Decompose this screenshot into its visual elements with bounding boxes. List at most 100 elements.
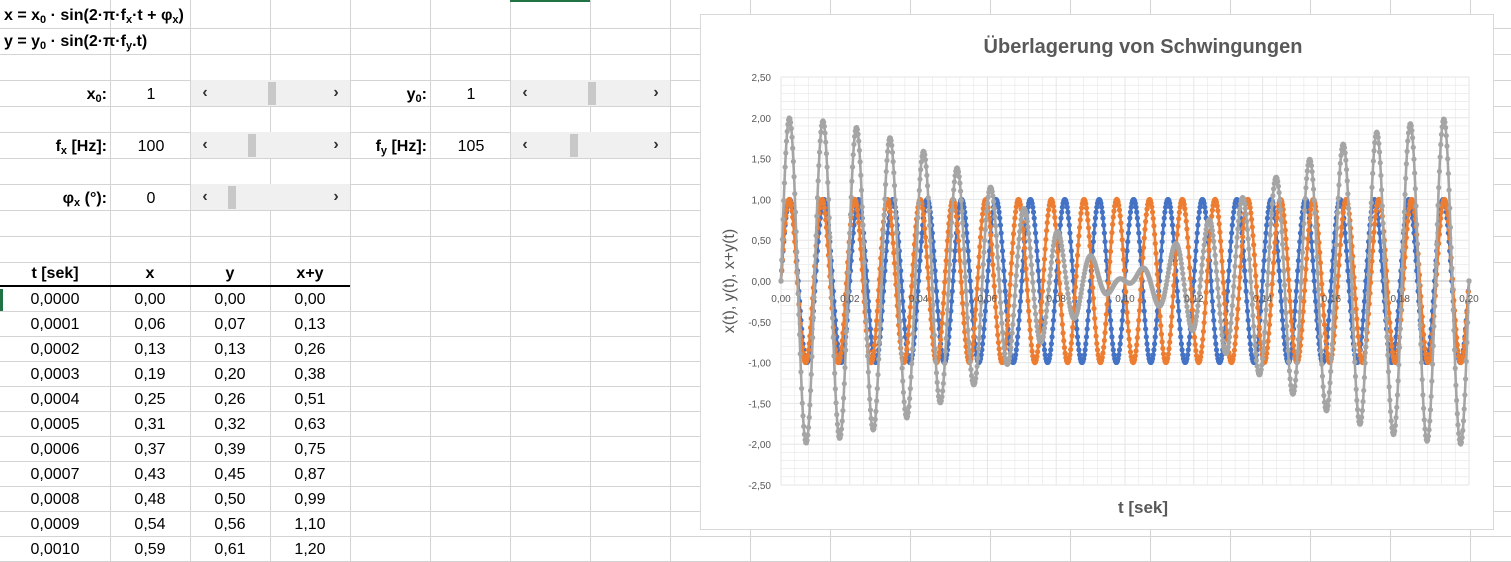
series-y-point	[938, 337, 944, 343]
slider-phix-thumb[interactable]	[227, 186, 236, 209]
series-y-point	[906, 323, 912, 330]
table-cell[interactable]: 0,0003	[30, 366, 80, 383]
slider-y0[interactable]: ‹ ›	[511, 80, 670, 106]
slider-y0-thumb[interactable]	[587, 82, 596, 105]
table-cell[interactable]: 0,19	[134, 366, 166, 383]
series-y-point	[1255, 305, 1261, 311]
value-y0[interactable]: 1	[466, 86, 476, 103]
series-y-point	[1187, 265, 1193, 271]
formula-x-pre: x = x	[4, 7, 41, 24]
series-x-point	[918, 239, 924, 245]
slider-fx-thumb[interactable]	[247, 134, 256, 157]
series-x-point	[1194, 230, 1200, 236]
slider-fx[interactable]: ‹ ›	[191, 132, 350, 158]
series-x-point	[1213, 341, 1219, 347]
table-cell[interactable]: 0,59	[134, 541, 166, 558]
table-cell[interactable]: 0,20	[214, 366, 246, 383]
table-cell[interactable]: 0,43	[134, 466, 166, 483]
table-cell[interactable]: 0,26	[294, 341, 326, 358]
table-cell[interactable]: 0,51	[294, 391, 326, 408]
table-cell[interactable]: 0,32	[214, 416, 246, 433]
series-y-point	[1061, 338, 1067, 344]
value-x0[interactable]: 1	[146, 86, 156, 103]
value-fy[interactable]: 105	[457, 138, 485, 155]
series-x-point	[1017, 308, 1023, 314]
series-sum-point	[948, 233, 954, 239]
series-x-point	[1329, 268, 1335, 274]
series-y-point	[908, 294, 914, 300]
table-cell[interactable]: 0,0000	[30, 291, 80, 308]
table-cell[interactable]: 0,48	[134, 491, 166, 508]
table-cell[interactable]: 0,0007	[30, 466, 80, 483]
table-cell[interactable]: 0,61	[214, 541, 246, 558]
table-cell[interactable]: 1,20	[294, 541, 326, 558]
series-y-point	[1176, 216, 1182, 222]
table-cell[interactable]: 1,10	[294, 516, 326, 533]
chevron-right-icon[interactable]: ›	[653, 84, 659, 101]
table-cell[interactable]: 0,0001	[30, 316, 80, 333]
slider-fy[interactable]: ‹ ›	[511, 132, 670, 158]
chart-area[interactable]: Überlagerung von Schwingungen 2,50 2,00 1,5…	[700, 14, 1494, 530]
table-cell[interactable]: 0,0009	[30, 516, 80, 533]
table-cell[interactable]: 0,99	[294, 491, 326, 508]
series-sum-point	[1246, 246, 1252, 252]
table-cell[interactable]: 0,56	[214, 516, 246, 533]
chevron-left-icon[interactable]: ‹	[522, 84, 528, 101]
chevron-right-icon[interactable]: ›	[333, 84, 339, 101]
table-cell[interactable]: 0,31	[134, 416, 166, 433]
chevron-left-icon[interactable]: ‹	[202, 188, 208, 205]
series-sum-point	[874, 398, 880, 404]
table-cell[interactable]: 0,87	[294, 466, 326, 483]
table-cell[interactable]: 0,26	[214, 391, 246, 408]
table-cell[interactable]: 0,45	[214, 466, 246, 483]
table-cell[interactable]: 0,54	[134, 516, 166, 533]
series-x-point	[1226, 268, 1232, 274]
series-sum-point	[1374, 130, 1381, 137]
table-cell[interactable]: 0,37	[134, 441, 166, 458]
slider-x0-thumb[interactable]	[267, 82, 276, 105]
value-fx[interactable]: 100	[137, 138, 165, 155]
table-cell[interactable]: 0,0005	[30, 416, 80, 433]
series-x-point	[1326, 317, 1332, 323]
value-phix[interactable]: 0	[146, 190, 156, 207]
table-cell[interactable]: 0,06	[134, 316, 166, 333]
table-cell[interactable]: 0,00	[294, 291, 326, 308]
series-y-point	[1024, 276, 1030, 283]
chevron-right-icon[interactable]: ›	[333, 188, 339, 205]
chevron-left-icon[interactable]: ‹	[202, 136, 208, 153]
table-cell[interactable]: 0,00	[214, 291, 246, 308]
table-cell[interactable]: 0,0004	[30, 391, 80, 408]
slider-x0[interactable]: ‹ ›	[191, 80, 350, 106]
table-cell[interactable]: 0,0002	[30, 341, 80, 358]
label-fy-pre: f	[375, 138, 381, 155]
chevron-left-icon[interactable]: ‹	[202, 84, 208, 101]
table-cell[interactable]: 0,0010	[30, 541, 80, 558]
table-cell[interactable]: 0,0006	[30, 441, 80, 458]
series-y-point	[1189, 307, 1196, 313]
table-cell[interactable]: 0,75	[294, 441, 326, 458]
table-cell[interactable]: 0,39	[214, 441, 246, 458]
table-cell[interactable]: 0,25	[134, 391, 166, 408]
series-sum-point	[815, 178, 821, 184]
table-cell[interactable]: 0,07	[214, 316, 246, 333]
slider-fy-thumb[interactable]	[569, 134, 578, 157]
table-cell[interactable]: 0,0008	[30, 491, 80, 508]
series-y-point	[1038, 309, 1044, 315]
chevron-right-icon[interactable]: ›	[333, 136, 339, 153]
series-y-point	[1204, 268, 1211, 274]
series-x-point	[1263, 230, 1269, 236]
table-cell[interactable]: 0,50	[214, 491, 246, 508]
slider-phix[interactable]: ‹ ›	[191, 184, 350, 210]
table-cell[interactable]: 0,13	[294, 316, 326, 333]
table-cell[interactable]: 0,00	[134, 291, 166, 308]
table-cell[interactable]: 0,13	[134, 341, 166, 358]
table-cell[interactable]: 0,63	[294, 416, 326, 433]
table-cell[interactable]: 0,13	[214, 341, 246, 358]
series-y-point	[1352, 285, 1358, 291]
table-cell[interactable]: 0,38	[294, 366, 326, 383]
series-sum-point	[1230, 293, 1236, 299]
chevron-left-icon[interactable]: ‹	[522, 136, 528, 153]
series-x-point	[1058, 215, 1064, 221]
series-sum-point	[873, 408, 879, 414]
chevron-right-icon[interactable]: ›	[653, 136, 659, 153]
